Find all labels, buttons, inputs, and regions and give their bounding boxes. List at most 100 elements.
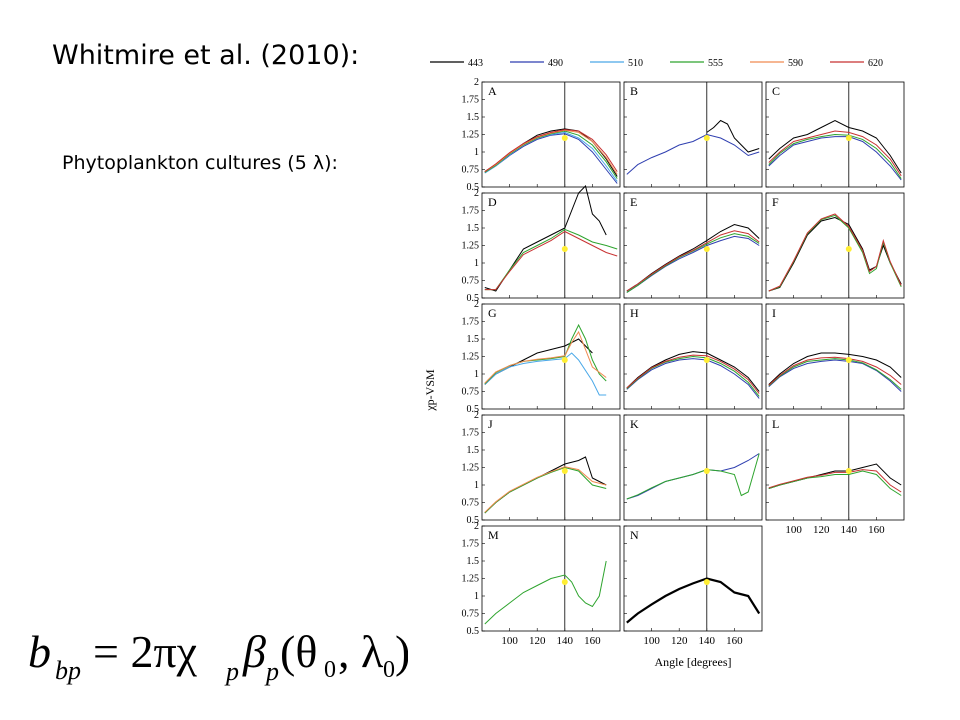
panel-frame [481, 414, 621, 521]
y-tick-label: 1.5 [467, 556, 480, 567]
series-line-620 [484, 230, 618, 291]
x-tick-label: 100 [785, 524, 802, 536]
reference-marker [845, 246, 852, 252]
series-line-443 [768, 216, 902, 292]
panel-frame [481, 192, 621, 299]
formula-b: b [28, 626, 51, 677]
series-line-620 [768, 130, 902, 177]
reference-marker [703, 468, 710, 474]
y-tick-label: 1.75 [462, 206, 480, 217]
series-line-443 [768, 352, 902, 385]
series-line-555 [484, 560, 607, 625]
y-tick-label: 0.5 [467, 515, 480, 526]
panel-frame [623, 414, 763, 521]
reference-marker [845, 357, 852, 363]
y-tick-label: 2 [474, 299, 479, 310]
y-tick-label: 1.25 [462, 130, 480, 141]
series-line-555 [626, 355, 760, 397]
panel-K: K [623, 414, 763, 521]
series-line-555 [626, 453, 760, 500]
panel-frame [623, 81, 763, 188]
y-tick-label: 1.25 [462, 352, 480, 363]
y-tick-label: 1.5 [467, 445, 480, 456]
series-line-555 [484, 130, 618, 179]
panel-H: H [623, 303, 763, 410]
series-line-590 [484, 129, 618, 175]
panel-E: E [623, 192, 763, 299]
reference-marker [561, 468, 568, 474]
y-tick-label: 1.25 [462, 241, 480, 252]
formula-comma-lambda: , λ [338, 626, 384, 677]
x-tick-label: 120 [671, 635, 688, 647]
y-tick-label: 1.25 [462, 463, 480, 474]
legend-label-443: 443 [468, 58, 483, 69]
y-tick-label: 0.75 [462, 609, 480, 620]
y-axis-label: χp-VSM [423, 369, 437, 412]
reference-marker [703, 135, 710, 141]
panel-label: N [630, 528, 639, 542]
x-tick-label: 120 [529, 635, 546, 647]
series-line-555 [768, 470, 902, 496]
y-tick-label: 1 [474, 591, 479, 602]
series-line-620 [768, 469, 902, 493]
y-tick-label: 0.75 [462, 498, 480, 509]
panel-label: D [488, 195, 497, 209]
reference-marker [561, 579, 568, 585]
y-tick-label: 1.25 [462, 574, 480, 585]
x-axis-label: Angle [degrees] [655, 655, 732, 669]
chart-legend: 443 490 510 555 590 620 [430, 58, 883, 69]
reference-marker [561, 135, 568, 141]
series-line-620 [768, 213, 902, 292]
panel-M: 0.5 0.75 1 1.25 1.5 1.75 2M 100 120 140 160 [462, 521, 621, 647]
y-tick-label: 1.5 [467, 112, 480, 123]
series-line-490 [768, 359, 902, 392]
panel-label: L [772, 417, 779, 431]
y-tick-label: 1 [474, 369, 479, 380]
formula-chi-subscript: p [224, 657, 239, 686]
x-tick-label: 140 [841, 524, 858, 536]
series-line-555 [768, 358, 902, 390]
x-tick-label: 120 [813, 524, 830, 536]
panel-A: 0.5 0.75 1 1.25 1.5 1.75 2A [462, 77, 621, 193]
panel-frame [765, 414, 905, 521]
reference-marker [561, 357, 568, 363]
series-line-590 [484, 466, 607, 513]
series-line-443 [768, 119, 902, 174]
panel-C: C [765, 81, 905, 188]
reference-marker [703, 357, 710, 363]
y-tick-label: 0.5 [467, 293, 480, 304]
series-line-555 [484, 228, 618, 291]
panel-label: F [772, 195, 779, 209]
series-line-555 [484, 466, 607, 514]
series-line-443 [626, 351, 760, 392]
x-tick-label: 140 [557, 635, 574, 647]
formula-close: ) [395, 626, 408, 677]
panel-frame [623, 525, 763, 632]
panel-label: K [630, 417, 639, 431]
formula-bp-subscript: bp [55, 656, 81, 685]
slide-subtitle: Phytoplankton cultures (5 λ): [62, 152, 338, 174]
y-tick-label: 1.75 [462, 95, 480, 106]
x-tick-label: 160 [868, 524, 885, 536]
series-line-510 [484, 131, 618, 182]
series-line-490 [768, 136, 902, 181]
reference-marker [845, 468, 852, 474]
panel-label: C [772, 84, 780, 98]
y-tick-label: 1 [474, 147, 479, 158]
legend-label-490: 490 [548, 58, 563, 69]
reference-marker [561, 246, 568, 252]
formula-equals: = 2πχ [93, 626, 198, 677]
formula-beta-subscript: p [264, 657, 279, 686]
y-tick-label: 1.5 [467, 223, 480, 234]
x-tick-label: 160 [584, 635, 601, 647]
series-line-443 [626, 577, 761, 624]
series-line-620 [484, 129, 618, 173]
panel-B: B [623, 81, 763, 188]
x-tick-label: 160 [726, 635, 743, 647]
panel-label: J [488, 417, 493, 431]
y-tick-label: 0.75 [462, 165, 480, 176]
formula-beta: β [242, 626, 266, 677]
panel-label: B [630, 84, 638, 98]
x-tick-label: 140 [699, 635, 716, 647]
